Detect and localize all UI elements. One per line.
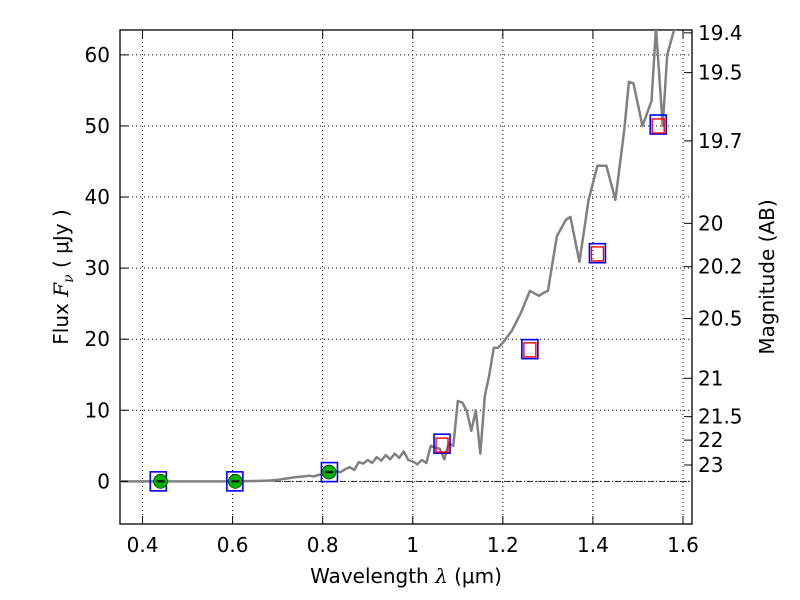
mag-tick-label: 22 (698, 428, 723, 452)
mag-tick-label: 20.5 (698, 307, 743, 331)
y-tick-label: 10 (85, 398, 110, 422)
mag-tick-label: 19.4 (698, 21, 743, 45)
synthetic-photometry-marker (588, 242, 607, 264)
y-tick-label: 50 (85, 114, 110, 138)
y-tick-label: 20 (85, 327, 110, 351)
x-tick-label: 1.4 (577, 533, 609, 557)
mag-tick-label: 20 (698, 211, 723, 235)
spectrum-group (120, 30, 677, 483)
y-right-axis-label: Magnitude (AB) (755, 199, 779, 354)
spectrum-line (120, 30, 677, 483)
mag-tick-label: 19.7 (698, 129, 743, 153)
mag-tick-label: 21 (698, 366, 723, 390)
mag-tick-label: 23 (698, 453, 723, 477)
synthetic-photometry-marker (521, 338, 539, 360)
mag-tick-label: 21.5 (698, 405, 743, 429)
synthetic-photometry-marker (433, 433, 451, 454)
y-axis-label: Flux Fν ( μJy ) (49, 209, 77, 344)
y-tick-label: 40 (85, 185, 110, 209)
x-axis-label: Wavelength λ (μm) (310, 564, 502, 588)
x-tick-label: 1.2 (487, 533, 519, 557)
model-photometry-marker (590, 246, 605, 262)
synthetic-photometry-marker (226, 471, 244, 492)
mag-tick-label: 19.5 (698, 61, 743, 85)
y-tick-label: 30 (85, 256, 110, 280)
synthetic-photometry-marker (649, 114, 668, 135)
markers-group (149, 114, 668, 492)
grid (120, 30, 692, 524)
x-tick-label: 0.4 (127, 533, 159, 557)
y-tick-label: 60 (85, 43, 110, 67)
model-photometry-marker (523, 342, 537, 358)
model-photometry-marker (651, 118, 665, 134)
model-photometry-marker (435, 437, 449, 453)
mag-tick-label: 20.2 (698, 255, 743, 279)
x-tick-label: 0.6 (217, 533, 249, 557)
x-tick-label: 1.6 (667, 533, 699, 557)
x-tick-label: 0.8 (307, 533, 339, 557)
synthetic-photometry-marker (320, 461, 339, 483)
ticks-group: 0.4 0.6 0.8 1 1.2 1.4 1.6 0 10 20 30 40 50 60 19.4 19.5… (85, 21, 743, 557)
y-tick-label: 0 (97, 469, 110, 493)
plot-frame (119, 29, 693, 525)
x-tick-label: 1 (406, 533, 419, 557)
